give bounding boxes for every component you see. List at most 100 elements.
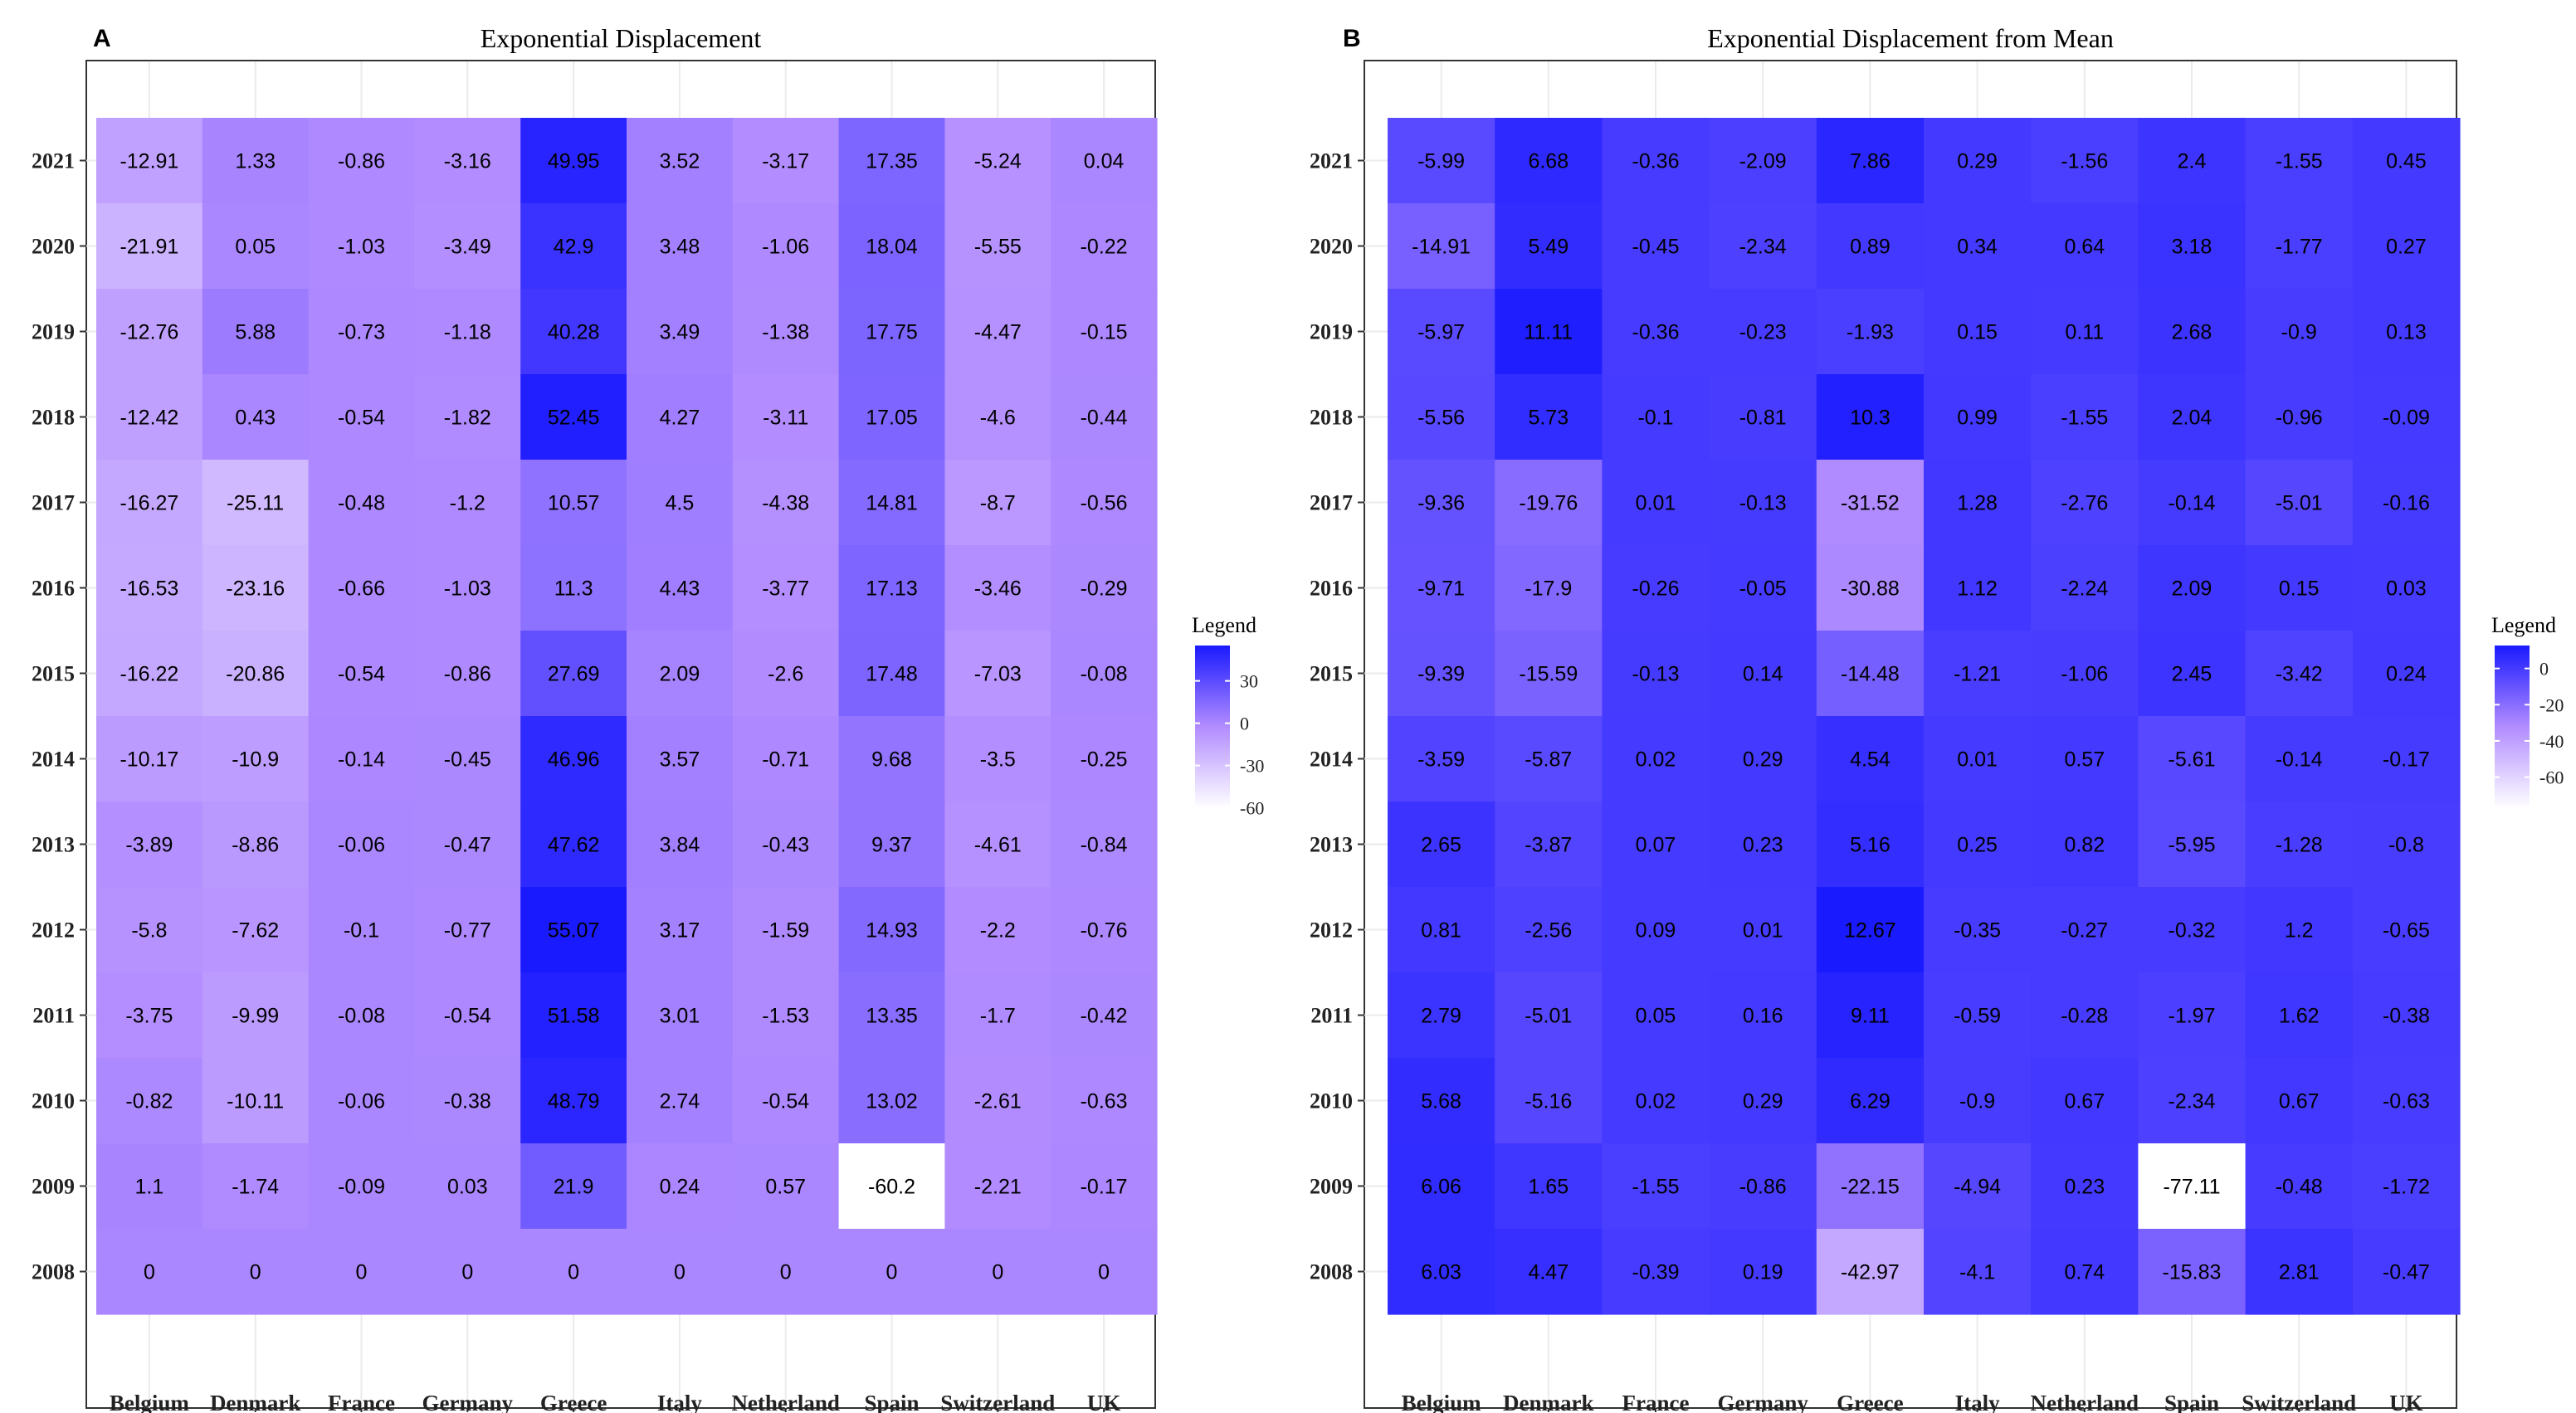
heatmap-cell [96, 802, 203, 888]
heatmap-cell [944, 802, 1051, 888]
heatmap-cell [1051, 289, 1158, 375]
cell-value: 0.15 [1957, 321, 1998, 344]
cell-value: 12.67 [1844, 919, 1896, 943]
heatmap-cell [1051, 374, 1158, 460]
heatmap-cell [838, 972, 945, 1059]
heatmap-cell [2352, 374, 2461, 460]
legend-ticks: 30 0 -30 -60 [1195, 671, 1264, 819]
heatmap-cell [2138, 203, 2247, 290]
heatmap-cell [1816, 1058, 1925, 1144]
x-tick-label: Switzerland [2242, 1391, 2356, 1413]
cell-value: 0.29 [1743, 748, 1783, 772]
cell-value: -1.55 [1632, 1176, 1680, 1199]
heatmap-cell [2245, 545, 2354, 631]
heatmap-cell [2031, 631, 2139, 717]
heatmap-cell [944, 374, 1051, 460]
heatmap-cell [1051, 887, 1158, 973]
x-tick-label: UK [2389, 1391, 2423, 1413]
heatmap-cell [2031, 1143, 2139, 1230]
cell-value: -5.55 [974, 236, 1022, 259]
heatmap-cell [2352, 289, 2461, 375]
heatmap-cell [96, 716, 203, 802]
heatmap-cell [308, 631, 415, 717]
heatmap-cell [1602, 1058, 1710, 1144]
heatmap-cell [2031, 887, 2139, 973]
cell-value: -2.2 [980, 919, 1016, 943]
heatmap-cell [520, 545, 627, 631]
heatmap-cell [2138, 972, 2247, 1059]
heatmap-cell [627, 972, 734, 1059]
cell-value: 3.48 [660, 236, 700, 259]
cell-value: 0.16 [1743, 1005, 1783, 1028]
cell-value: -30.88 [1841, 577, 1900, 601]
heatmap-cell [414, 374, 521, 460]
legend-tick-label: 0 [1240, 714, 1249, 734]
heatmap-cell [2245, 802, 2354, 888]
cell-value: -0.28 [2061, 1005, 2108, 1028]
cell-value: -3.11 [763, 407, 808, 430]
heatmap-cell [1816, 460, 1925, 546]
cell-value: -0.06 [338, 834, 385, 857]
heatmap-cell [308, 289, 415, 375]
y-tick-label: 2021 [1310, 149, 1353, 173]
heatmap-cell [1602, 1229, 1710, 1315]
heatmap-cell [732, 1058, 840, 1144]
cell-value: 9.11 [1851, 1005, 1890, 1028]
cell-value: -5.61 [2169, 748, 2216, 772]
legend-title: Legend [1192, 613, 1256, 637]
heatmap-cell [1388, 802, 1495, 888]
cell-value: -0.35 [1954, 919, 2001, 943]
heatmap-cell [1924, 289, 2032, 375]
y-tick-label: 2015 [1310, 662, 1353, 686]
heatmap-cell [944, 203, 1051, 290]
heatmap-cell [1924, 545, 2032, 631]
cell-value: -12.91 [120, 150, 178, 173]
heatmap-cell [1051, 716, 1158, 802]
cell-value: -0.71 [762, 748, 809, 772]
cell-value: -0.77 [444, 919, 491, 943]
cell-value: -0.15 [1081, 321, 1128, 344]
cell-value: -2.21 [974, 1176, 1022, 1199]
heatmap-cell [838, 289, 945, 375]
cell-value: -9.36 [1417, 492, 1465, 515]
cell-value: 0.04 [1084, 150, 1125, 173]
cell-value: -0.14 [2169, 492, 2216, 515]
heatmap-cell [1388, 289, 1495, 375]
cell-value: -16.27 [120, 492, 178, 515]
heatmap-cell [2352, 545, 2461, 631]
cell-value: -0.48 [338, 492, 385, 515]
cell-value: 18.04 [866, 236, 918, 259]
heatmap-cell [838, 631, 945, 717]
cell-value: -5.16 [1525, 1090, 1572, 1113]
cell-value: -9.71 [1417, 577, 1465, 601]
heatmap-cell [1051, 802, 1158, 888]
cell-value: -25.11 [227, 492, 284, 515]
cell-value: -1.59 [762, 919, 809, 943]
heatmap-cell [96, 203, 203, 290]
heatmap-cell [1388, 631, 1495, 717]
heatmap-cell [2245, 716, 2354, 802]
heatmap-cell [627, 203, 734, 290]
heatmap-cell [838, 802, 945, 888]
cell-value: -1.55 [2276, 150, 2323, 173]
cell-value: -3.89 [125, 834, 173, 857]
heatmap-cell [414, 972, 521, 1059]
heatmap-cell [520, 802, 627, 888]
heatmap-cell [732, 374, 840, 460]
cell-value: -4.61 [974, 834, 1022, 857]
cell-value: -9.99 [232, 1005, 279, 1028]
y-tick-label: 2020 [32, 235, 75, 259]
cell-value: -0.54 [444, 1005, 491, 1028]
heatmap-cell [1709, 972, 1817, 1059]
heatmap-cell [1816, 631, 1925, 717]
cell-value: 4.43 [660, 577, 700, 601]
heatmap-cell [308, 545, 415, 631]
heatmap-cell [96, 545, 203, 631]
cell-value: 0.23 [1743, 834, 1783, 857]
cell-value: -1.7 [980, 1005, 1016, 1028]
heatmap-cell [627, 887, 734, 973]
cell-value: -1.03 [338, 236, 385, 259]
cell-value: -0.65 [2383, 919, 2430, 943]
cell-value: -1.06 [2061, 663, 2108, 686]
heatmap-cell [1388, 374, 1495, 460]
